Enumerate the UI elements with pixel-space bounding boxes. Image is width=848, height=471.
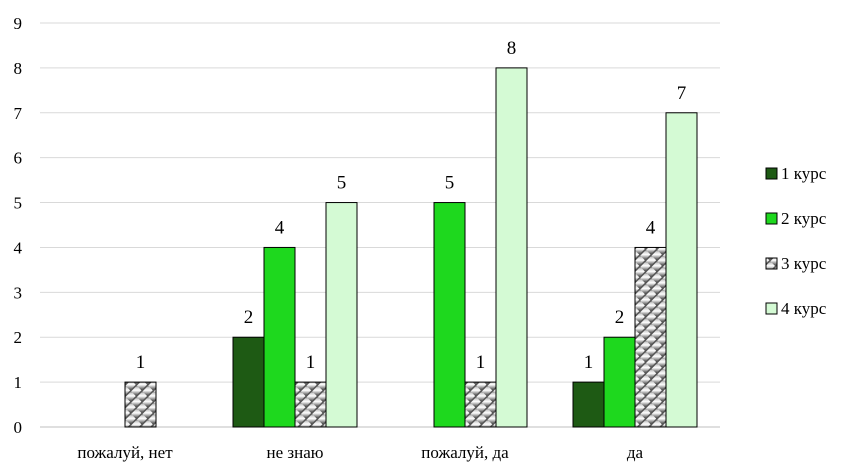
bar-series-3-cat-4 <box>634 246 667 428</box>
bar-series-2-cat-4 <box>603 336 636 428</box>
data-label: 2 <box>244 307 254 328</box>
bar-series-1-cat-2 <box>232 336 265 428</box>
x-tick-label: пожалуй, нет <box>77 443 173 462</box>
bar-series-1-cat-4 <box>572 381 605 428</box>
y-tick-label: 5 <box>14 194 23 213</box>
y-tick-label: 4 <box>14 238 23 257</box>
bar-series-2-cat-3 <box>433 202 466 428</box>
bar-series-4-cat-3 <box>495 67 528 428</box>
y-tick-label: 3 <box>14 283 23 302</box>
bar-series-3-cat-1 <box>124 381 157 428</box>
y-tick-label: 1 <box>14 373 23 392</box>
y-tick-label: 2 <box>14 328 23 347</box>
legend-label: 2 курс <box>781 209 827 228</box>
legend-label: 4 курс <box>781 299 827 318</box>
data-label: 1 <box>306 352 316 373</box>
legend-swatch <box>765 212 778 225</box>
y-tick-label: 0 <box>14 418 23 437</box>
data-label: 4 <box>646 217 656 238</box>
x-tick-label: пожалуй, да <box>421 443 509 462</box>
data-label: 1 <box>476 352 486 373</box>
y-tick-label: 6 <box>14 149 23 168</box>
legend-swatch <box>765 257 778 270</box>
legend-swatch <box>765 302 778 315</box>
bar-series-4-cat-4 <box>665 112 698 428</box>
legend-swatch <box>765 167 778 180</box>
legend-label: 1 курс <box>781 164 827 183</box>
data-label: 8 <box>507 38 517 59</box>
legend-label: 3 курс <box>781 254 827 273</box>
bar-series-4-cat-2 <box>325 202 358 428</box>
x-tick-label: да <box>627 443 644 462</box>
data-label: 1 <box>584 352 594 373</box>
data-label: 7 <box>677 83 687 104</box>
y-tick-label: 9 <box>14 14 23 33</box>
y-tick-label: 8 <box>14 59 23 78</box>
data-label: 5 <box>445 173 455 194</box>
data-label: 1 <box>136 352 146 373</box>
bar-series-2-cat-2 <box>263 246 296 428</box>
bar-series-3-cat-3 <box>464 381 497 428</box>
bar-series-3-cat-2 <box>294 381 327 428</box>
data-label: 5 <box>337 173 347 194</box>
data-label: 2 <box>615 307 625 328</box>
data-label: 4 <box>275 217 285 238</box>
x-tick-label: не знаю <box>267 443 324 462</box>
y-tick-label: 7 <box>14 104 23 123</box>
